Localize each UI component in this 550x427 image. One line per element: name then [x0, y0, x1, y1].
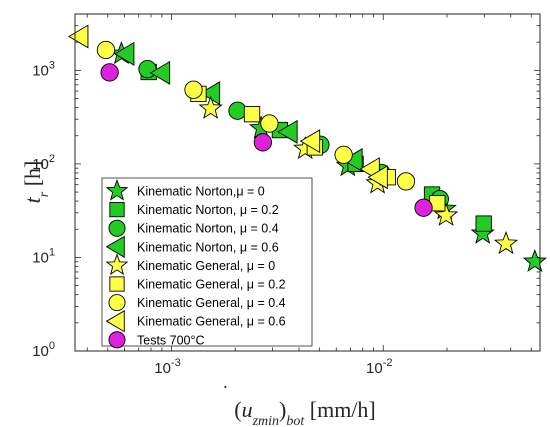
data-point — [475, 215, 492, 232]
x-axis-label: (uzmin)bot [mm/h] — [234, 397, 376, 427]
data-point — [260, 114, 279, 133]
data-point — [299, 129, 321, 154]
legend-label: Tests 700°C — [137, 333, 205, 347]
data-point — [228, 101, 247, 120]
legend-label: Kinematic Norton, μ = 0.6 — [137, 240, 279, 254]
data-point — [493, 231, 519, 255]
plot-frame — [74, 13, 541, 352]
legend-label: Kinematic General, μ = 0 — [137, 259, 275, 273]
data-point — [100, 63, 119, 82]
legend-marker — [108, 331, 126, 349]
legend-label: Kinematic General, μ = 0.6 — [137, 315, 286, 329]
data-point — [253, 133, 272, 152]
data-point — [138, 59, 157, 79]
data-point — [277, 119, 298, 144]
legend-label: Kinematic Norton, μ = 0.4 — [137, 222, 279, 236]
data-point — [68, 24, 89, 49]
legend-label: Kinematic Norton, μ = 0.2 — [137, 203, 279, 217]
y-tick-label: 100 — [32, 340, 55, 360]
data-point — [243, 106, 261, 123]
legend-marker — [108, 219, 126, 237]
legend-marker — [109, 276, 125, 292]
legend-marker — [105, 179, 129, 201]
data-point — [184, 80, 203, 99]
x-axis-label-dot: ˙ — [222, 382, 229, 404]
legend-marker — [108, 294, 126, 312]
data-point — [414, 198, 433, 217]
data-point — [522, 248, 547, 273]
tick-labels: 10-3 10-2 100 101 102 103 — [32, 59, 392, 377]
data-point — [396, 172, 416, 191]
legend-marker — [105, 235, 125, 258]
data-points — [68, 24, 547, 273]
y-tick-label: 103 — [32, 59, 55, 79]
legend: Kinematic Norton,μ = 0 Kinematic Norton, … — [101, 177, 313, 349]
legend-label: Kinematic General, μ = 0.2 — [137, 278, 286, 292]
legend-marker — [105, 310, 125, 333]
data-point — [198, 95, 223, 119]
x-tick-label: 10-3 — [154, 357, 180, 377]
data-point — [334, 145, 353, 164]
data-point — [96, 40, 116, 60]
legend-label: Kinematic Norton,μ = 0 — [137, 185, 265, 199]
data-point — [433, 202, 459, 226]
x-tick-label: 10-2 — [366, 357, 392, 377]
legend-marker — [105, 253, 129, 276]
legend-box — [101, 177, 313, 347]
data-point — [113, 41, 135, 66]
legend-label: Kinematic General, μ = 0.4 — [137, 296, 286, 310]
data-point — [149, 60, 171, 85]
legend-marker — [109, 201, 125, 218]
y-tick-label: 102 — [32, 153, 55, 173]
data-point — [367, 165, 388, 190]
y-tick-label: 101 — [32, 246, 55, 266]
